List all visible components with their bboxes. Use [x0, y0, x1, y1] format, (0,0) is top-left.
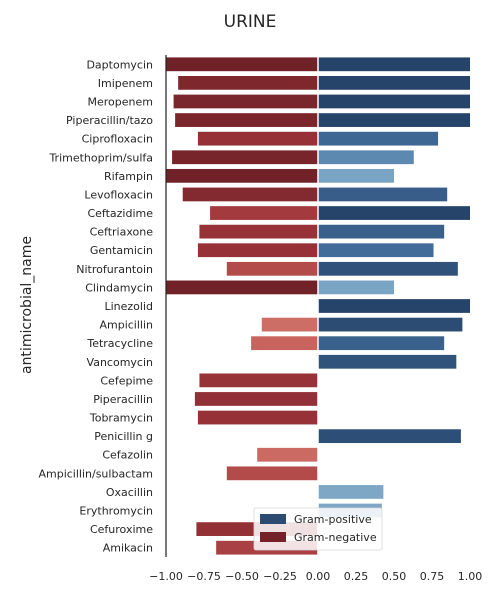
- category-label: Vancomycin: [87, 356, 153, 369]
- bar-gram-negative: [226, 466, 318, 481]
- bar-gram-negative: [166, 280, 318, 295]
- category-label: Rifampin: [104, 170, 153, 183]
- bar-gram-positive: [318, 57, 470, 72]
- bar-gram-positive: [318, 317, 463, 332]
- legend-swatch-gram-negative: [260, 532, 286, 542]
- category-label: Penicillin g: [94, 430, 153, 443]
- bar-gram-negative: [178, 76, 318, 90]
- bars: [166, 55, 470, 557]
- y-axis-label: antimicrobial_name: [19, 236, 35, 374]
- x-tick-label: −0.50: [225, 570, 259, 583]
- bar-gram-positive: [318, 485, 384, 499]
- bar-gram-negative: [182, 187, 318, 202]
- bar-gram-negative: [175, 113, 318, 127]
- bar-gram-positive: [318, 299, 470, 313]
- category-label: Ampicillin: [99, 319, 153, 332]
- category-label: Nitrofurantoin: [76, 263, 153, 276]
- bar-gram-positive: [318, 168, 394, 183]
- chart-title: URINE: [224, 12, 277, 32]
- bar-gram-positive: [318, 187, 448, 202]
- bar-gram-negative: [199, 373, 318, 388]
- x-tick-label: 1.00: [458, 570, 483, 583]
- bar-gram-negative: [251, 336, 318, 351]
- x-tick-label: 0.25: [344, 570, 369, 583]
- x-tick-label: −0.75: [187, 570, 221, 583]
- bar-gram-positive: [318, 261, 458, 276]
- category-label: Ceftazidime: [87, 207, 153, 220]
- bar-gram-negative: [194, 392, 318, 406]
- bar-gram-positive: [318, 280, 394, 295]
- bar-gram-negative: [197, 243, 318, 258]
- category-label: Trimethoprim/sulfa: [48, 151, 153, 164]
- x-tick-label: 0.75: [420, 570, 445, 583]
- category-label: Levofloxacin: [84, 188, 153, 201]
- x-tick-labels: −1.00 −0.75 −0.50 −0.25 0.00 0.25 0.50 0.75 1.00: [149, 570, 482, 583]
- bar-gram-positive: [318, 76, 470, 90]
- bar-gram-positive: [318, 131, 439, 146]
- bar-gram-negative: [257, 447, 318, 462]
- category-label: Ciprofloxacin: [82, 133, 153, 146]
- bar-gram-positive: [318, 429, 461, 444]
- bar-gram-positive: [318, 224, 445, 239]
- bar-gram-negative: [166, 168, 318, 183]
- category-label: Piperacillin/tazo: [66, 114, 153, 127]
- bar-gram-negative: [199, 224, 318, 239]
- category-label: Cefuroxime: [90, 523, 153, 536]
- category-label: Imipenem: [98, 77, 153, 90]
- x-tick-label: −0.25: [263, 570, 297, 583]
- bar-gram-negative: [197, 410, 318, 425]
- category-label: Piperacillin: [93, 393, 153, 406]
- category-label: Meropenem: [88, 95, 153, 108]
- category-label: Clindamycin: [85, 281, 153, 294]
- category-label: Oxacillin: [106, 486, 153, 499]
- category-label: Erythromycin: [79, 505, 153, 518]
- bar-gram-positive: [318, 113, 470, 127]
- bar-gram-positive: [318, 94, 470, 109]
- bar-gram-positive: [318, 150, 414, 165]
- bar-gram-negative: [261, 317, 318, 332]
- x-tick-label: 0.50: [382, 570, 407, 583]
- legend: Gram-positive Gram-negative: [253, 507, 383, 551]
- legend-label-gram-negative: Gram-negative: [294, 531, 377, 544]
- category-label: Linezolid: [104, 300, 153, 313]
- category-label: Amikacin: [103, 542, 153, 555]
- bar-gram-positive: [318, 243, 434, 258]
- category-label: Cefepime: [100, 374, 153, 387]
- category-label: Ceftriaxone: [90, 226, 154, 239]
- bar-gram-positive: [318, 354, 457, 369]
- bar-gram-negative: [226, 261, 318, 276]
- bar-gram-negative: [166, 57, 318, 72]
- bar-gram-negative: [172, 150, 318, 165]
- bar-gram-positive: [318, 206, 470, 220]
- bar-gram-negative: [173, 94, 318, 109]
- category-label: Daptomycin: [86, 58, 153, 71]
- bar-gram-negative: [210, 206, 318, 220]
- category-label: Cefazolin: [102, 449, 153, 462]
- category-label: Ampicillin/sulbactam: [38, 467, 153, 480]
- category-labels: Daptomycin Imipenem Meropenem Piperacillin/…: [38, 58, 153, 554]
- legend-label-gram-positive: Gram-positive: [294, 513, 372, 526]
- category-label: Tetracycline: [86, 337, 153, 350]
- legend-swatch-gram-positive: [260, 514, 286, 524]
- x-tick-label: 0.00: [306, 570, 331, 583]
- bar-gram-positive: [318, 336, 445, 351]
- bar-gram-negative: [197, 131, 318, 146]
- category-label: Tobramycin: [89, 412, 153, 425]
- x-tick-label: −1.00: [149, 570, 183, 583]
- category-label: Gentamicin: [90, 244, 153, 257]
